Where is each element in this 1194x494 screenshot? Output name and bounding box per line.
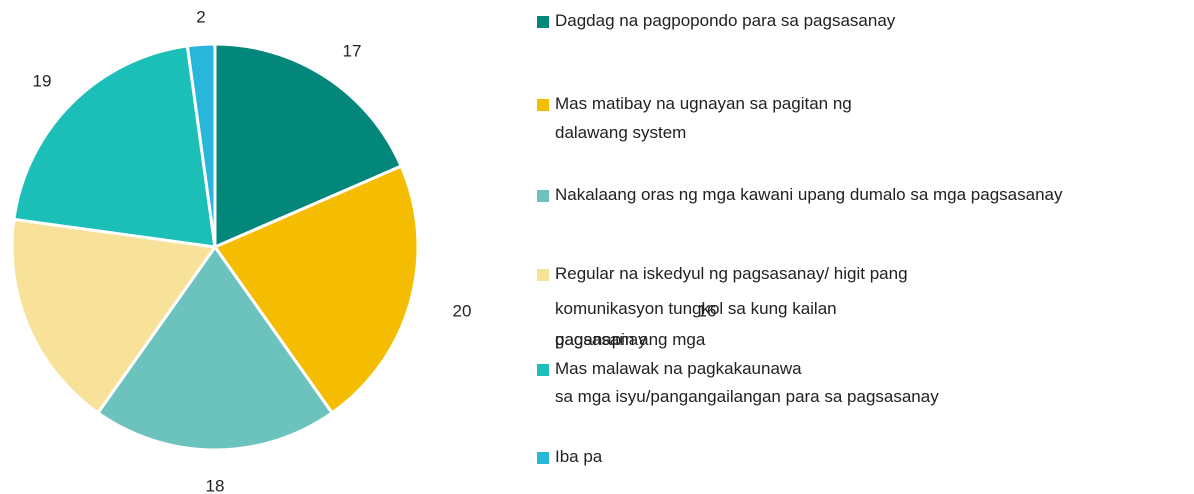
legend-label: Dagdag na pagpopondo para sa pagsasanay <box>555 11 896 30</box>
data-label: 19 <box>33 71 52 90</box>
pie-slice <box>185 42 217 248</box>
legend-label: Regular na iskedyul ng pagsasanay/ higit… <box>555 264 912 349</box>
pie-slice <box>213 42 404 250</box>
legend-line: sa mga isyu/pangangailangan para sa pags… <box>555 387 939 406</box>
legend-swatch <box>537 452 549 464</box>
legend-swatch <box>537 99 549 111</box>
legend-label: Nakalaang oras ng mga kawani upang dumal… <box>555 185 1063 204</box>
data-label: 18 <box>206 476 225 494</box>
legend-swatch <box>537 269 549 281</box>
legend-line: Dagdag na pagpopondo para sa pagsasanay <box>555 11 896 30</box>
legend-line: Nakalaang oras ng mga kawani upang dumal… <box>555 185 1063 204</box>
legend-line: dalawang system <box>555 123 686 142</box>
legend-swatch <box>537 16 549 28</box>
legend-label: Mas malawak na pagkakaunawa sa mga isyu/… <box>555 359 939 406</box>
legend-line: komunikasyon tungkol sa kung kailan <box>555 299 841 318</box>
legend-line: pagsasanay <box>555 330 647 349</box>
data-label: 16 <box>698 301 717 320</box>
legend-line: Mas matibay na ugnayan sa pagitan ng <box>555 94 856 113</box>
data-label: 20 <box>453 301 472 320</box>
legend-line: Mas malawak na pagkakaunawa <box>555 359 806 378</box>
legend-line: Iba pa <box>555 447 603 466</box>
data-label: 2 <box>196 7 205 26</box>
legend-swatch <box>537 190 549 202</box>
legend-label: Iba pa <box>555 447 603 466</box>
legend-label: Mas matibay na ugnayan sa pagitan ng dal… <box>555 94 856 142</box>
pie-slice <box>95 244 335 452</box>
pie-slice <box>212 164 420 415</box>
legend-line: gaganapin ang mga <box>555 330 710 349</box>
pie-slice <box>12 44 217 249</box>
pie-slice <box>10 217 218 415</box>
legend-line: Regular na iskedyul ng pagsasanay/ higit… <box>555 264 912 283</box>
data-label: 17 <box>343 41 362 60</box>
legend-swatch <box>537 364 549 376</box>
